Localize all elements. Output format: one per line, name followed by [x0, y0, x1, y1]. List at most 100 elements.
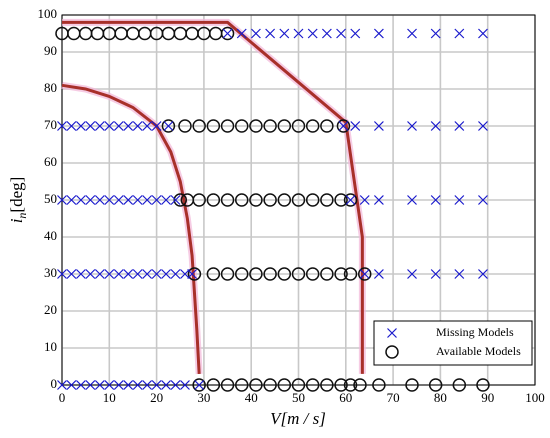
marker-o — [305, 193, 320, 207]
y-axis-label: in[deg] — [7, 177, 29, 224]
marker-x — [123, 195, 134, 205]
marker-x — [104, 269, 115, 279]
marker-o — [249, 119, 263, 133]
marker-x — [132, 380, 143, 390]
marker-x — [66, 121, 77, 131]
legend-label: Missing Models — [436, 325, 514, 339]
marker-x — [66, 269, 77, 279]
marker-o — [320, 267, 334, 281]
marker-o — [320, 378, 334, 392]
marker-x — [338, 121, 349, 131]
marker-o — [277, 267, 292, 281]
marker-o — [320, 119, 334, 133]
marker-x — [454, 195, 465, 205]
marker-o — [320, 193, 334, 207]
y-tick-label: 50 — [44, 191, 57, 206]
marker-x — [454, 121, 465, 131]
y-label-unit: [deg] — [7, 177, 26, 213]
marker-x — [279, 28, 290, 39]
y-tick-label: 30 — [44, 265, 57, 280]
marker-x — [345, 195, 356, 205]
marker-x — [75, 121, 86, 131]
marker-x — [387, 328, 397, 338]
marker-o — [343, 378, 358, 392]
y-tick-label: 70 — [44, 117, 57, 132]
marker-x — [94, 269, 105, 279]
marker-x — [151, 380, 162, 390]
marker-x — [94, 195, 105, 205]
marker-x — [142, 121, 153, 131]
marker-o — [334, 193, 348, 207]
legend-box — [373, 320, 533, 366]
x-tick-label: 10 — [103, 390, 116, 405]
marker-x — [222, 28, 233, 39]
x-tick-label: 70 — [387, 390, 400, 405]
marker-x — [350, 121, 361, 131]
marker-x — [57, 380, 67, 390]
marker-x — [407, 195, 417, 205]
marker-o — [291, 267, 306, 281]
x-tick-label: 0 — [59, 390, 66, 405]
x-tick-label: 40 — [245, 390, 258, 405]
marker-x — [373, 28, 384, 39]
x-tick-label: 50 — [292, 390, 305, 405]
marker-o — [452, 378, 467, 392]
marker-o — [428, 378, 443, 392]
marker-x — [113, 195, 124, 205]
marker-x — [373, 195, 384, 205]
marker-o — [476, 378, 490, 392]
marker-x — [430, 28, 441, 39]
x-tick-label: 90 — [481, 390, 494, 405]
marker-x — [75, 269, 86, 279]
marker-x — [132, 269, 143, 279]
marker-x — [123, 121, 134, 131]
marker-o — [263, 378, 277, 392]
marker-o — [277, 378, 292, 392]
marker-x — [170, 269, 181, 279]
x-tick-label: 60 — [339, 390, 352, 405]
marker-x — [407, 121, 417, 131]
marker-x — [85, 269, 96, 279]
y-label-main: i — [7, 218, 26, 223]
marker-x — [104, 195, 115, 205]
marker-x — [350, 28, 361, 39]
y-tick-label: 20 — [44, 302, 57, 317]
x-tick-label: 100 — [525, 390, 545, 405]
marker-x — [161, 195, 171, 205]
marker-x — [336, 28, 346, 39]
marker-x — [142, 380, 153, 390]
marker-x — [161, 380, 171, 390]
marker-o — [206, 193, 221, 207]
y-tick-label: 0 — [51, 376, 58, 391]
marker-x — [94, 380, 105, 390]
marker-o — [178, 119, 192, 133]
marker-x — [161, 269, 171, 279]
marker-x — [75, 380, 86, 390]
marker-o — [291, 378, 306, 392]
marker-x — [113, 269, 124, 279]
marker-x — [132, 195, 143, 205]
marker-o — [263, 267, 277, 281]
marker-x — [373, 121, 384, 131]
marker-o — [220, 119, 235, 133]
marker-x — [236, 28, 247, 39]
y-tick-label: 80 — [44, 80, 57, 95]
marker-x — [170, 195, 181, 205]
legend-label: Available Models — [436, 344, 521, 358]
marker-x — [85, 121, 96, 131]
marker-o — [206, 119, 221, 133]
marker-o — [234, 193, 249, 207]
marker-o — [263, 119, 277, 133]
marker-x — [163, 121, 174, 131]
marker-o — [336, 119, 351, 133]
marker-o — [192, 193, 206, 207]
marker-x — [123, 380, 134, 390]
marker-x — [85, 195, 96, 205]
marker-o — [249, 378, 263, 392]
marker-o — [192, 378, 206, 392]
marker-o — [305, 119, 320, 133]
marker-x — [478, 121, 488, 131]
marker-x — [478, 28, 488, 39]
marker-x — [66, 195, 77, 205]
marker-o — [343, 193, 358, 207]
